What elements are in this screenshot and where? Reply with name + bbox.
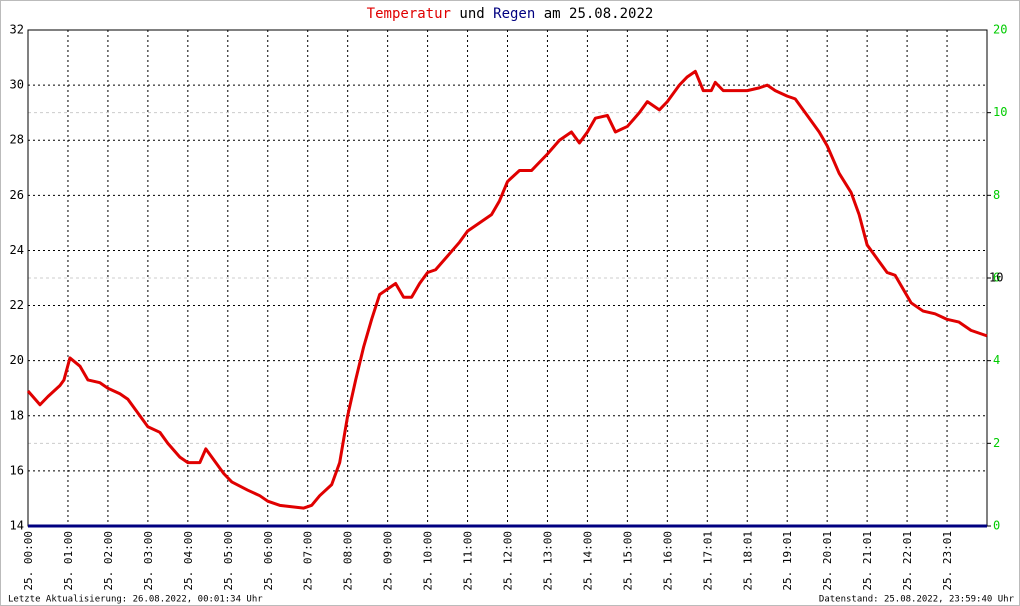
x-tick-label: 25. 19:01	[781, 531, 794, 591]
y2-extra-label: 10	[989, 271, 1003, 285]
x-tick-label: 25. 16:00	[661, 531, 674, 591]
y2-tick-label: 2	[993, 436, 1000, 450]
x-tick-label: 25. 18:01	[741, 531, 754, 591]
y-tick-label: 18	[10, 408, 24, 422]
line-series	[26, 69, 988, 510]
x-tick-label: 25. 09:00	[382, 531, 395, 591]
y-tick-label: 32	[10, 23, 24, 37]
y2-tick-label: 8	[993, 188, 1000, 202]
footer-left: Letzte Aktualisierung: 26.08.2022, 00:01…	[8, 595, 263, 605]
x-tick-label: 25. 00:00	[22, 531, 35, 591]
x-tick-label: 25. 05:00	[222, 531, 235, 591]
y-tick-label: 22	[10, 298, 24, 312]
y-tick-label: 14	[10, 519, 24, 533]
title-part: am 25.08.2022	[544, 6, 654, 22]
x-tick-label: 25. 17:01	[701, 531, 714, 591]
x-tick-label: 25. 15:00	[621, 531, 634, 591]
y-tick-label: 26	[10, 188, 24, 202]
y-tick-label: 20	[10, 353, 24, 367]
y2-tick-label: 6	[993, 271, 1000, 285]
x-tick-label: 25. 10:00	[422, 531, 435, 591]
x-tick-label: 25. 20:01	[821, 531, 834, 591]
title-part: und	[459, 6, 484, 22]
x-tick-label: 25. 07:00	[302, 531, 315, 591]
y2-tick-label: 0	[993, 519, 1000, 533]
footer-right: Datenstand: 25.08.2022, 23:59:40 Uhr	[819, 595, 1015, 605]
x-tick-label: 25. 08:00	[342, 531, 355, 591]
y-tick-label: 30	[10, 78, 24, 92]
x-tick-label: 25. 12:00	[502, 531, 515, 591]
x-tick-label: 25. 14:00	[581, 531, 594, 591]
y2-tick-label: 4	[993, 353, 1000, 367]
x-tick-label: 25. 06:00	[262, 531, 275, 591]
y-tick-label: 16	[10, 463, 24, 477]
x-tick-label: 25. 03:00	[142, 531, 155, 591]
chart-title: Temperatur und Regen am 25.08.2022	[367, 6, 654, 22]
x-tick-label: 25. 01:00	[62, 531, 75, 591]
title-part: Regen	[493, 6, 535, 22]
y-tick-label: 28	[10, 133, 24, 147]
x-tick-label: 25. 11:00	[462, 531, 475, 591]
y2-tick-label: 10	[993, 105, 1007, 119]
x-tick-label: 25. 23:01	[941, 531, 954, 591]
x-tick-label: 25. 21:01	[861, 531, 874, 591]
y-tick-label: 24	[10, 243, 24, 257]
y2-extra-label: 20	[993, 23, 1007, 37]
x-tick-label: 25. 13:00	[541, 531, 554, 591]
x-tick-label: 25. 04:00	[182, 531, 195, 591]
x-tick-label: 25. 02:00	[102, 531, 115, 591]
title-part: Temperatur	[367, 6, 451, 22]
x-tick-label: 25. 22:01	[901, 531, 914, 591]
